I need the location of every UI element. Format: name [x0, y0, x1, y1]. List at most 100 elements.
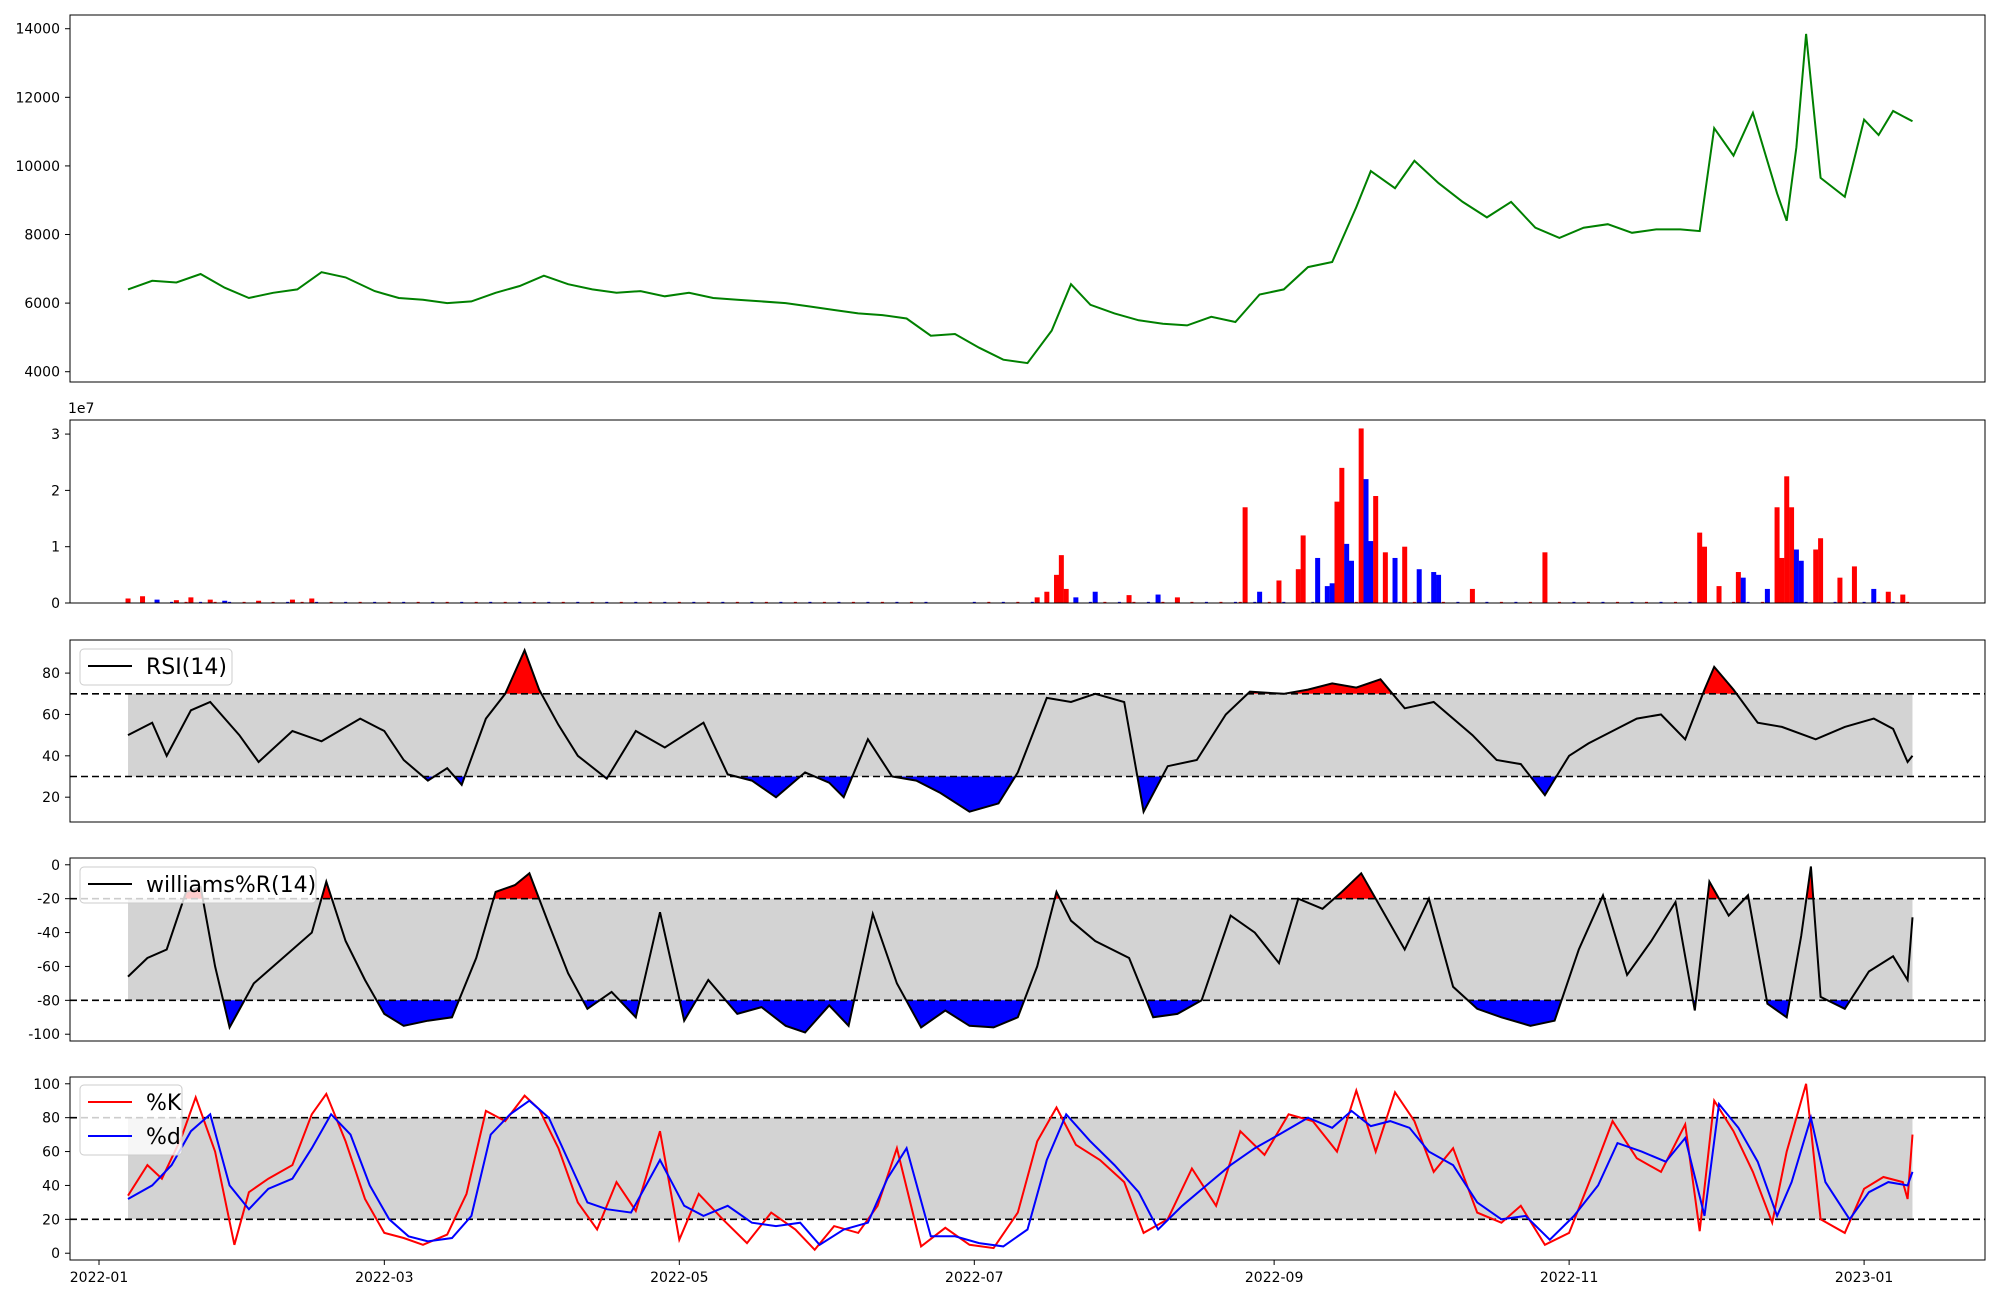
volume-bar	[329, 601, 333, 603]
volume-bar	[1324, 586, 1330, 603]
volume-bar	[1851, 566, 1857, 603]
volume-bar	[1732, 601, 1736, 603]
volume-bar	[1528, 601, 1532, 603]
price-y-axis: 4000 6000 8000 10000 12000 14000	[15, 22, 70, 381]
xtick-label: 2022-09	[1245, 1270, 1304, 1286]
volume-bar	[1740, 577, 1746, 603]
stochastic-axes-frame	[69, 1076, 1986, 1261]
volume-bar	[228, 601, 232, 603]
rsi-ytick-label: 80	[42, 666, 60, 682]
williams-legend: williams%R(14)	[79, 866, 317, 904]
volume-bar	[1774, 507, 1780, 603]
volume-bar	[503, 601, 507, 603]
volume-bar	[663, 601, 667, 603]
rsi-overbought-fill	[1702, 666, 1737, 694]
volume-bar	[1146, 601, 1150, 603]
volume-bar	[1044, 591, 1050, 603]
volume-bar	[1354, 601, 1358, 603]
volume-bar	[764, 601, 768, 603]
volume-bar	[692, 601, 696, 603]
volume-bar	[309, 598, 315, 603]
volume-bar	[1242, 507, 1248, 603]
rsi-line	[127, 647, 1914, 815]
volume-bar	[1238, 601, 1242, 603]
volume-bar	[445, 601, 449, 603]
price-ytick-label: 4000	[24, 365, 60, 381]
volume-bar	[1030, 601, 1034, 603]
volume-bar	[1276, 580, 1282, 603]
williams-oversold-fill	[1146, 1000, 1202, 1018]
volume-bar	[1257, 591, 1263, 603]
volume-bar	[866, 601, 870, 603]
volume-bar	[1848, 601, 1852, 603]
k-legend-label: %K	[146, 1091, 182, 1116]
volume-bar	[1073, 597, 1079, 603]
volume-bar	[779, 601, 783, 603]
volume-scale-label: 1e7	[68, 401, 94, 417]
volume-bar	[1398, 601, 1402, 603]
volume-bar	[1862, 601, 1866, 603]
volume-bar	[1311, 601, 1315, 603]
volume-bar	[1798, 560, 1804, 603]
volume-bar	[1174, 597, 1180, 603]
volume-bar	[1416, 569, 1422, 603]
volume-bar	[547, 601, 551, 603]
volume-bar	[1253, 601, 1257, 603]
volume-bar	[1813, 549, 1819, 603]
volume-bar	[880, 601, 884, 603]
volume-bar	[822, 601, 826, 603]
volume-bar	[972, 601, 976, 603]
stochastic-ytick-label: 20	[42, 1212, 60, 1228]
volume-bar	[735, 601, 739, 603]
volume-axes-frame	[69, 419, 1986, 604]
volume-bar	[1784, 476, 1790, 603]
volume-bar	[1382, 552, 1388, 603]
volume-bar	[140, 596, 146, 603]
volume-bar	[1233, 601, 1237, 603]
volume-bar	[416, 601, 420, 603]
williams-oversold-fill	[1467, 1000, 1562, 1026]
volume-bar	[895, 601, 899, 603]
volume-bar	[1456, 601, 1460, 603]
rsi-overbought-fill	[1283, 679, 1393, 694]
volume-bar	[256, 600, 262, 603]
volume-bar	[1368, 541, 1374, 603]
volume-bar	[1431, 572, 1437, 603]
volume-bar	[619, 601, 623, 603]
stochastic-ytick-label: 60	[42, 1145, 60, 1161]
volume-bar	[125, 598, 131, 603]
xtick-label: 2022-11	[1540, 1270, 1599, 1286]
volume-bar	[1349, 560, 1355, 603]
volume-ytick-label: 0	[51, 596, 60, 612]
williams-ytick-label: -40	[37, 926, 60, 942]
volume-bar	[1557, 601, 1561, 603]
volume-bar	[1688, 601, 1692, 603]
volume-bar	[590, 601, 594, 603]
volume-bar	[1339, 467, 1345, 603]
volume-bar	[605, 601, 609, 603]
williams-ytick-label: -60	[37, 959, 60, 975]
volume-bar	[1204, 601, 1208, 603]
price-panel: 4000 6000 8000 10000 12000 14000	[15, 14, 1986, 383]
k-line	[127, 1083, 1914, 1252]
volume-bar	[1267, 601, 1271, 603]
volume-bar	[1735, 572, 1741, 603]
price-ytick-label: 6000	[24, 296, 60, 312]
rsi-ytick-label: 60	[42, 707, 60, 723]
price-ytick-label: 14000	[15, 22, 60, 38]
volume-bar	[173, 600, 179, 603]
volume-bar	[1697, 532, 1703, 603]
volume-bar	[1092, 591, 1098, 603]
volume-bar	[1063, 588, 1069, 603]
stochastic-legend: %K %d	[79, 1084, 183, 1156]
williams-legend-label: williams%R(14)	[146, 873, 316, 898]
volume-bar	[1219, 601, 1223, 603]
volume-bar	[1436, 574, 1442, 603]
williams-oversold-fill	[376, 1000, 459, 1026]
volume-bar	[1054, 574, 1060, 603]
volume-bar	[576, 601, 580, 603]
volume-bar	[532, 601, 536, 603]
volume-bar	[242, 601, 246, 603]
volume-bar	[1155, 594, 1161, 603]
volume-ytick-label: 3	[51, 427, 60, 443]
